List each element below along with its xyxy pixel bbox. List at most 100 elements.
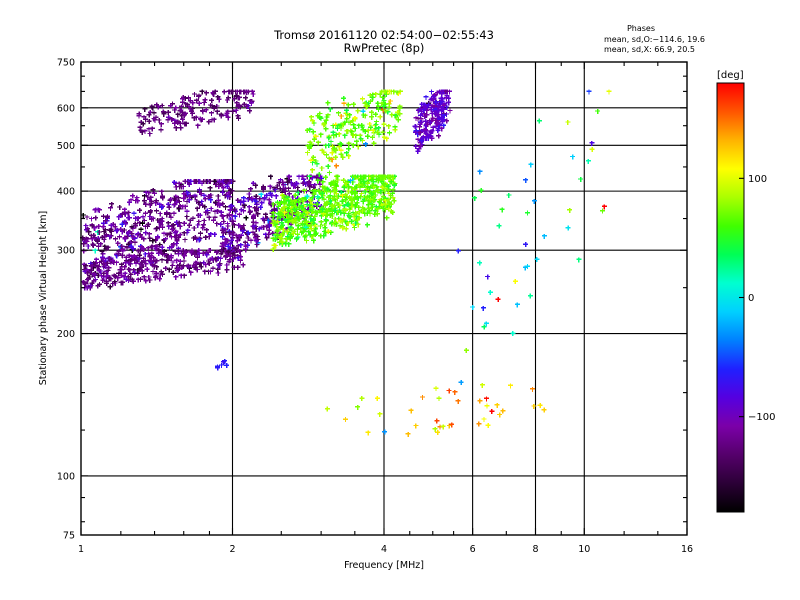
data-point: [478, 188, 484, 194]
data-point: [431, 94, 437, 100]
data-point: [531, 198, 537, 204]
data-point: [115, 275, 121, 281]
data-point: [301, 208, 307, 214]
data-point: [139, 260, 145, 266]
data-point: [248, 100, 254, 106]
data-point: [181, 253, 187, 259]
data-point: [303, 215, 309, 221]
data-point: [286, 174, 292, 180]
data-point: [135, 198, 141, 204]
data-point: [207, 269, 213, 275]
data-point: [246, 204, 252, 210]
data-point: [267, 184, 273, 190]
data-point: [238, 242, 244, 248]
data-point: [236, 212, 242, 218]
data-point: [362, 189, 368, 195]
data-point: [226, 259, 232, 265]
data-point: [88, 216, 94, 222]
data-point: [193, 265, 199, 271]
data-point: [93, 257, 99, 263]
data-point: [304, 220, 310, 226]
data-point: [142, 258, 148, 264]
data-point: [206, 248, 212, 254]
data-point: [318, 233, 324, 239]
data-point: [140, 121, 146, 127]
data-point: [500, 408, 506, 414]
data-point: [440, 424, 446, 430]
data-point: [159, 194, 165, 200]
data-point: [199, 89, 205, 95]
data-point: [96, 268, 102, 274]
data-point: [472, 195, 478, 201]
data-point: [296, 205, 302, 211]
data-point: [335, 123, 341, 129]
data-point: [273, 193, 279, 199]
data-point: [198, 191, 204, 197]
data-point: [228, 89, 234, 95]
data-point: [286, 202, 292, 208]
data-point: [353, 220, 359, 226]
data-point: [331, 179, 337, 185]
data-point: [484, 403, 490, 409]
data-point: [320, 211, 326, 217]
data-point: [84, 239, 90, 245]
data-point: [271, 185, 277, 191]
data-point: [388, 179, 394, 185]
data-point: [363, 104, 369, 110]
data-point: [180, 96, 186, 102]
data-point: [193, 249, 199, 255]
data-point: [299, 213, 305, 219]
data-point: [425, 122, 431, 128]
data-point: [209, 110, 215, 116]
data-point: [159, 257, 165, 263]
data-point: [259, 200, 265, 206]
y-axis-label: Stationary phase Virtual Height [km]: [38, 211, 49, 385]
data-point: [122, 235, 128, 241]
data-point: [185, 263, 191, 269]
data-point: [227, 254, 233, 260]
data-point: [123, 277, 129, 283]
data-point: [84, 277, 90, 283]
data-point: [135, 248, 141, 254]
data-point: [344, 116, 350, 122]
data-point: [173, 274, 179, 280]
data-point: [360, 96, 366, 102]
data-point: [208, 193, 214, 199]
data-point: [107, 228, 113, 234]
data-point: [166, 267, 172, 273]
data-point: [284, 237, 290, 243]
data-point: [137, 232, 143, 238]
data-point: [341, 178, 347, 184]
data-point: [84, 214, 90, 220]
data-point: [377, 114, 383, 120]
data-point: [179, 184, 185, 190]
data-point: [168, 215, 174, 221]
data-point: [133, 223, 139, 229]
data-point: [189, 111, 195, 117]
data-point: [349, 204, 355, 210]
data-point: [173, 105, 179, 111]
data-point: [335, 174, 341, 180]
data-point: [188, 270, 194, 276]
data-point: [233, 94, 239, 100]
data-point: [302, 227, 308, 233]
data-point: [195, 123, 201, 129]
data-point: [289, 206, 295, 212]
data-point: [85, 271, 91, 277]
data-point: [343, 181, 349, 187]
x-tick-label: 16: [681, 544, 693, 555]
data-point: [235, 243, 241, 249]
data-point: [235, 104, 241, 110]
y-tick-label: 100: [57, 471, 75, 482]
data-point: [174, 241, 180, 247]
data-point: [387, 99, 393, 105]
data-point: [214, 221, 220, 227]
data-point: [213, 200, 219, 206]
data-point: [161, 111, 167, 117]
data-point: [258, 205, 264, 211]
data-point: [189, 248, 195, 254]
data-point: [455, 398, 461, 404]
data-point: [306, 180, 312, 186]
data-point: [194, 206, 200, 212]
data-point: [295, 196, 301, 202]
